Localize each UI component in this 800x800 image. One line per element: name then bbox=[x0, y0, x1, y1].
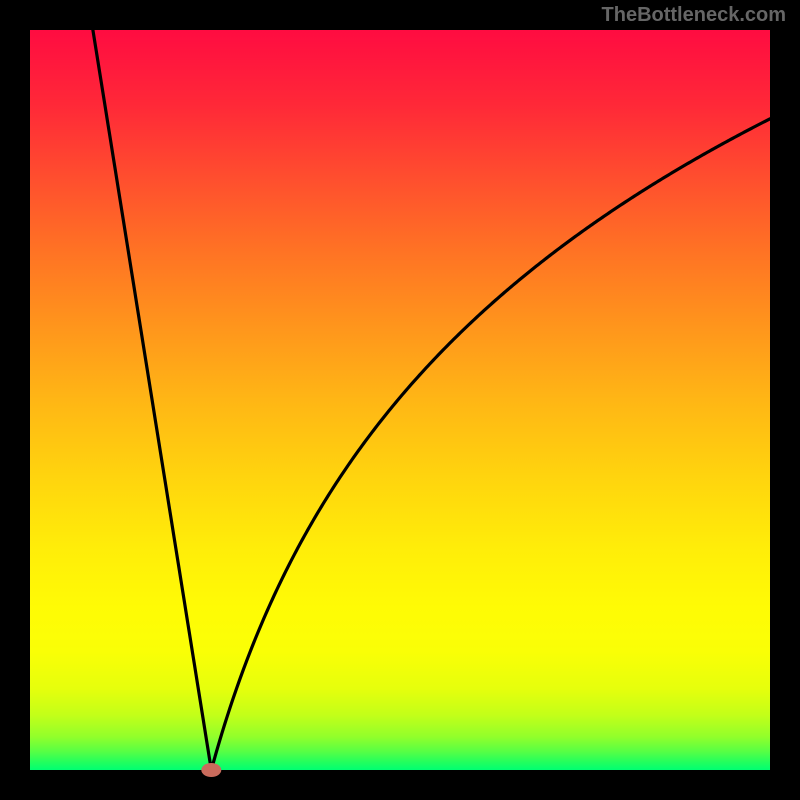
optimal-point-marker bbox=[201, 763, 221, 777]
chart-svg bbox=[0, 0, 800, 800]
watermark-label: TheBottleneck.com bbox=[602, 4, 786, 27]
bottleneck-chart: TheBottleneck.com bbox=[0, 0, 800, 800]
